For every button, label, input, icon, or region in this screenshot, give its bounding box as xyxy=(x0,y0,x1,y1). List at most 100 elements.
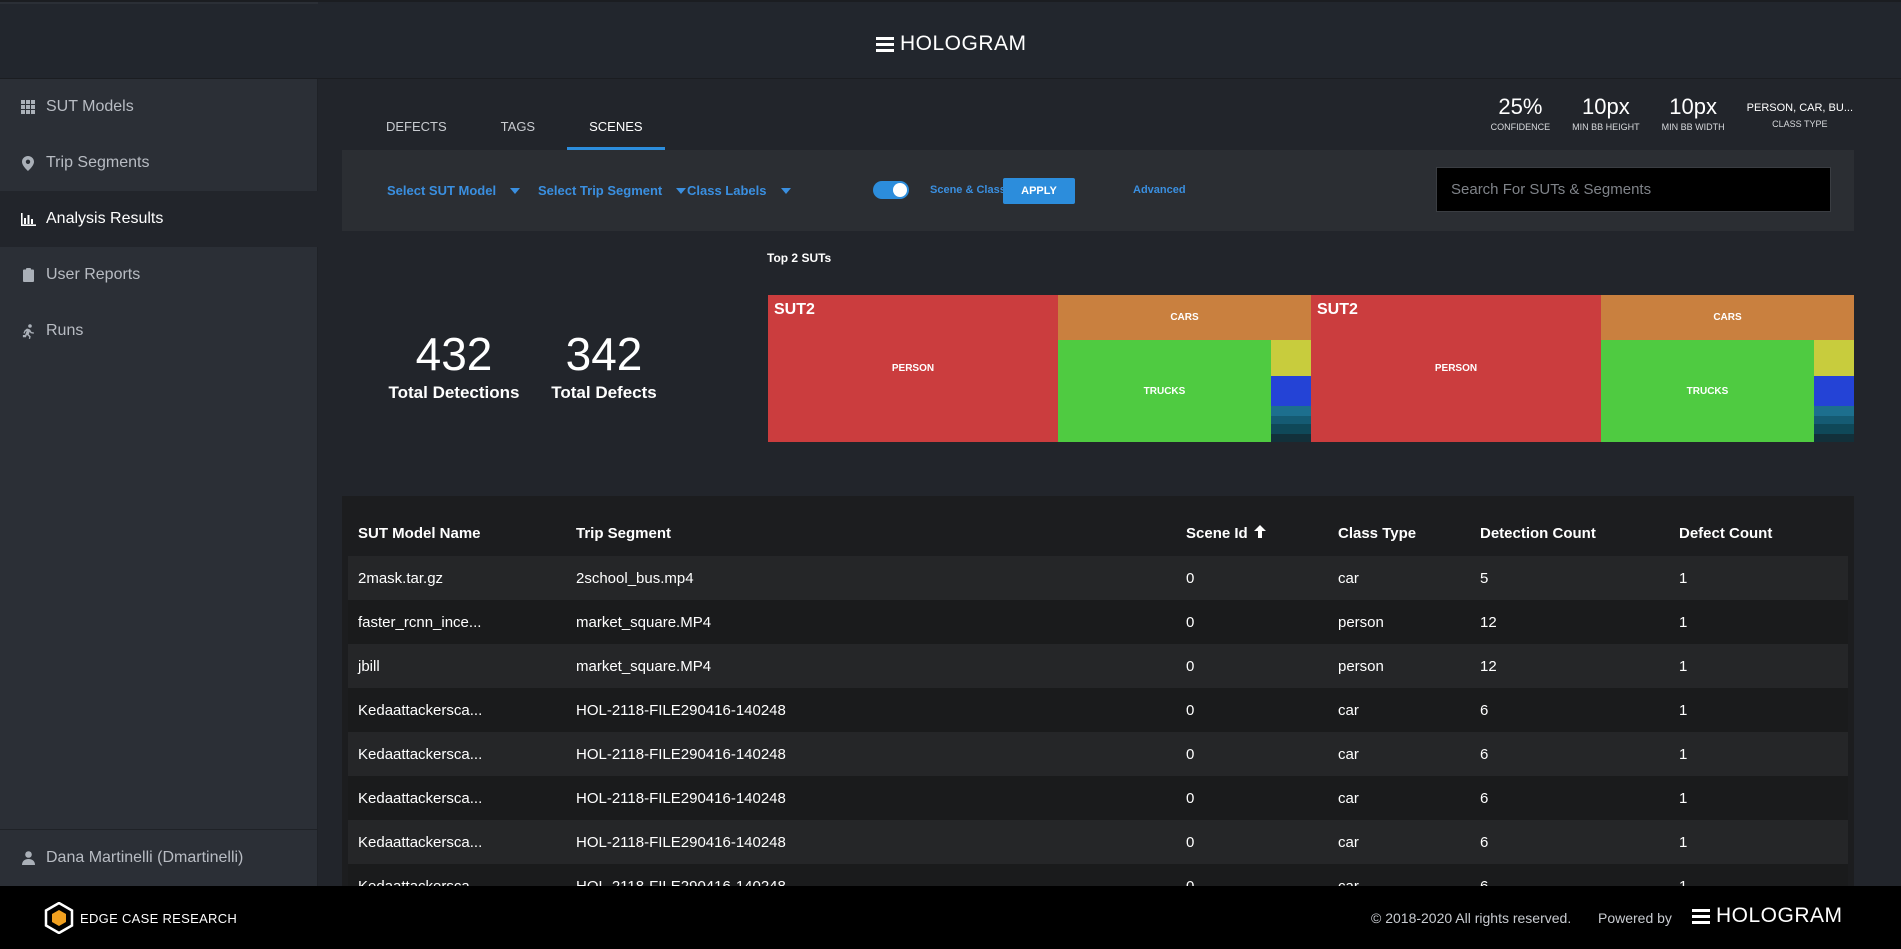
cell-sut-model: Kedaattackersca... xyxy=(348,864,566,886)
cell-detection-count: 6 xyxy=(1470,776,1669,820)
cell-sut-model: Kedaattackersca... xyxy=(348,776,566,820)
advanced-link[interactable]: Advanced xyxy=(1133,184,1186,196)
treemap-person[interactable]: PERSON xyxy=(1311,295,1601,442)
results-table: SUT Model Name Trip Segment Scene Id Cla… xyxy=(342,496,1854,886)
treemap-block[interactable] xyxy=(1814,340,1854,376)
table-row[interactable]: jbill market_square.MP4 0 person 12 1 xyxy=(348,644,1848,688)
column-header-class-type[interactable]: Class Type xyxy=(1338,525,1417,542)
treemap-trucks[interactable]: TRUCKS xyxy=(1058,340,1271,442)
total-defects-value: 342 xyxy=(565,328,643,380)
sidebar-item-label: Trip Segments xyxy=(46,154,150,171)
sut-treemap[interactable]: PERSON SUT2 CARS TRUCKS xyxy=(768,295,1311,442)
main-content: DEFECTS TAGS SCENES 25% CONFIDENCE 10px … xyxy=(319,79,1901,886)
treemap-trucks[interactable]: TRUCKS xyxy=(1601,340,1814,442)
sidebar-item-user-reports[interactable]: User Reports xyxy=(0,247,318,303)
treemap-cars[interactable]: CARS xyxy=(1601,295,1854,340)
stat-label: MIN BB WIDTH xyxy=(1661,122,1725,132)
treemap-block[interactable] xyxy=(1271,376,1311,406)
user-profile[interactable]: Dana Martinelli (Dmartinelli) xyxy=(0,829,318,886)
cell-class-type: car xyxy=(1328,688,1470,732)
sut-treemap[interactable]: PERSON SUT2 CARS TRUCKS xyxy=(1311,295,1854,442)
cell-trip-segment: HOL-2118-FILE290416-140248 xyxy=(566,732,1176,776)
cell-scene-id: 0 xyxy=(1176,776,1328,820)
top-suts-title: Top 2 SUTs xyxy=(767,251,832,265)
column-header-scene-id[interactable]: Scene Id xyxy=(1176,496,1328,556)
treemap-block[interactable] xyxy=(1814,434,1854,442)
hologram-logo[interactable]: HOLOGRAM xyxy=(876,32,1027,56)
cell-detection-count: 6 xyxy=(1470,864,1669,886)
sidebar-item-trip-segments[interactable]: Trip Segments xyxy=(0,135,318,191)
cell-defect-count: 1 xyxy=(1669,732,1848,776)
treemap-block[interactable] xyxy=(1271,434,1311,442)
bar-chart-icon xyxy=(20,211,36,227)
cell-trip-segment: HOL-2118-FILE290416-140248 xyxy=(566,776,1176,820)
sidebar-item-analysis-results[interactable]: Analysis Results xyxy=(0,191,318,247)
stat-label: CLASS TYPE xyxy=(1772,119,1828,129)
treemap-block[interactable] xyxy=(1814,406,1854,416)
treemap-block[interactable] xyxy=(1814,376,1854,406)
cell-sut-model: Kedaattackersca... xyxy=(348,688,566,732)
sidebar-item-sut-models[interactable]: SUT Models xyxy=(0,79,318,135)
stat-value: 10px xyxy=(1582,94,1630,119)
scene-class-toggle[interactable] xyxy=(873,181,909,199)
sidebar-item-label: Analysis Results xyxy=(46,210,164,227)
treemap-block[interactable] xyxy=(1814,416,1854,424)
cell-defect-count: 1 xyxy=(1669,688,1848,732)
cell-trip-segment: HOL-2118-FILE290416-140248 xyxy=(566,820,1176,864)
cell-class-type: car xyxy=(1328,820,1470,864)
sort-ascending-icon[interactable] xyxy=(1253,525,1266,541)
cell-class-type: car xyxy=(1328,732,1470,776)
table-row[interactable]: faster_rcnn_ince... market_square.MP4 0 … xyxy=(348,600,1848,644)
column-header-trip-segment[interactable]: Trip Segment xyxy=(576,525,672,542)
cell-detection-count: 6 xyxy=(1470,820,1669,864)
table-header-row: SUT Model Name Trip Segment Scene Id Cla… xyxy=(348,496,1848,556)
table-row[interactable]: Kedaattackersca... HOL-2118-FILE290416-1… xyxy=(348,776,1848,820)
sidebar-item-label: User Reports xyxy=(46,266,141,283)
cell-trip-segment: HOL-2118-FILE290416-140248 xyxy=(566,688,1176,732)
cell-detection-count: 5 xyxy=(1470,556,1669,600)
column-header-defect-count[interactable]: Defect Count xyxy=(1679,525,1773,542)
apply-button[interactable]: APPLY xyxy=(1003,178,1075,204)
class-labels-select[interactable]: Class Labels xyxy=(687,183,791,198)
stat-value: 25% xyxy=(1498,94,1543,119)
column-header-detection-count[interactable]: Detection Count xyxy=(1480,525,1596,542)
cell-detection-count: 12 xyxy=(1470,600,1669,644)
treemap-cars[interactable]: CARS xyxy=(1058,295,1311,340)
treemap-block[interactable] xyxy=(1271,424,1311,434)
trip-segment-select[interactable]: Select Trip Segment xyxy=(538,183,687,198)
tab-defects[interactable]: DEFECTS xyxy=(386,118,447,134)
table-row[interactable]: Kedaattackersca... HOL-2118-FILE290416-1… xyxy=(348,688,1848,732)
stat-label: MIN BB HEIGHT xyxy=(1572,122,1640,132)
column-header-sut-model-name[interactable]: SUT Model Name xyxy=(358,525,481,542)
cell-scene-id: 0 xyxy=(1176,556,1328,600)
cell-detection-count: 6 xyxy=(1470,732,1669,776)
cell-sut-model: Kedaattackersca... xyxy=(348,732,566,776)
sut-model-select[interactable]: Select SUT Model xyxy=(387,183,521,198)
column-header-label: Scene Id xyxy=(1186,525,1248,542)
cell-scene-id: 0 xyxy=(1176,732,1328,776)
tab-scenes[interactable]: SCENES xyxy=(567,103,666,150)
cell-trip-segment: 2school_bus.mp4 xyxy=(566,556,1176,600)
cell-defect-count: 1 xyxy=(1669,776,1848,820)
table-row[interactable]: Kedaattackersca... HOL-2118-FILE290416-1… xyxy=(348,864,1848,886)
table-row[interactable]: Kedaattackersca... HOL-2118-FILE290416-1… xyxy=(348,820,1848,864)
sidebar-item-runs[interactable]: Runs xyxy=(0,303,318,359)
cell-scene-id: 0 xyxy=(1176,864,1328,886)
footer-hologram-logo[interactable]: HOLOGRAM xyxy=(1692,904,1843,928)
treemap-person[interactable]: PERSON xyxy=(768,295,1058,442)
treemap-block[interactable] xyxy=(1271,340,1311,376)
copyright-text: © 2018-2020 All rights reserved. xyxy=(1371,910,1572,926)
edge-case-research-logo[interactable]: EDGE CASE RESEARCH xyxy=(44,902,237,934)
tab-tags[interactable]: TAGS xyxy=(500,118,536,134)
user-icon xyxy=(20,850,36,866)
table-row[interactable]: Kedaattackersca... HOL-2118-FILE290416-1… xyxy=(348,732,1848,776)
search-input[interactable] xyxy=(1436,167,1831,212)
treemap-title: SUT2 xyxy=(774,301,815,318)
cell-sut-model: faster_rcnn_ince... xyxy=(348,600,566,644)
cell-trip-segment: HOL-2118-FILE290416-140248 xyxy=(566,864,1176,886)
treemap-block[interactable] xyxy=(1814,424,1854,434)
treemap-block[interactable] xyxy=(1271,416,1311,424)
treemap-block[interactable] xyxy=(1271,406,1311,416)
total-detections: 432 Total Detections xyxy=(384,327,524,403)
table-row[interactable]: 2mask.tar.gz 2school_bus.mp4 0 car 5 1 xyxy=(348,556,1848,600)
